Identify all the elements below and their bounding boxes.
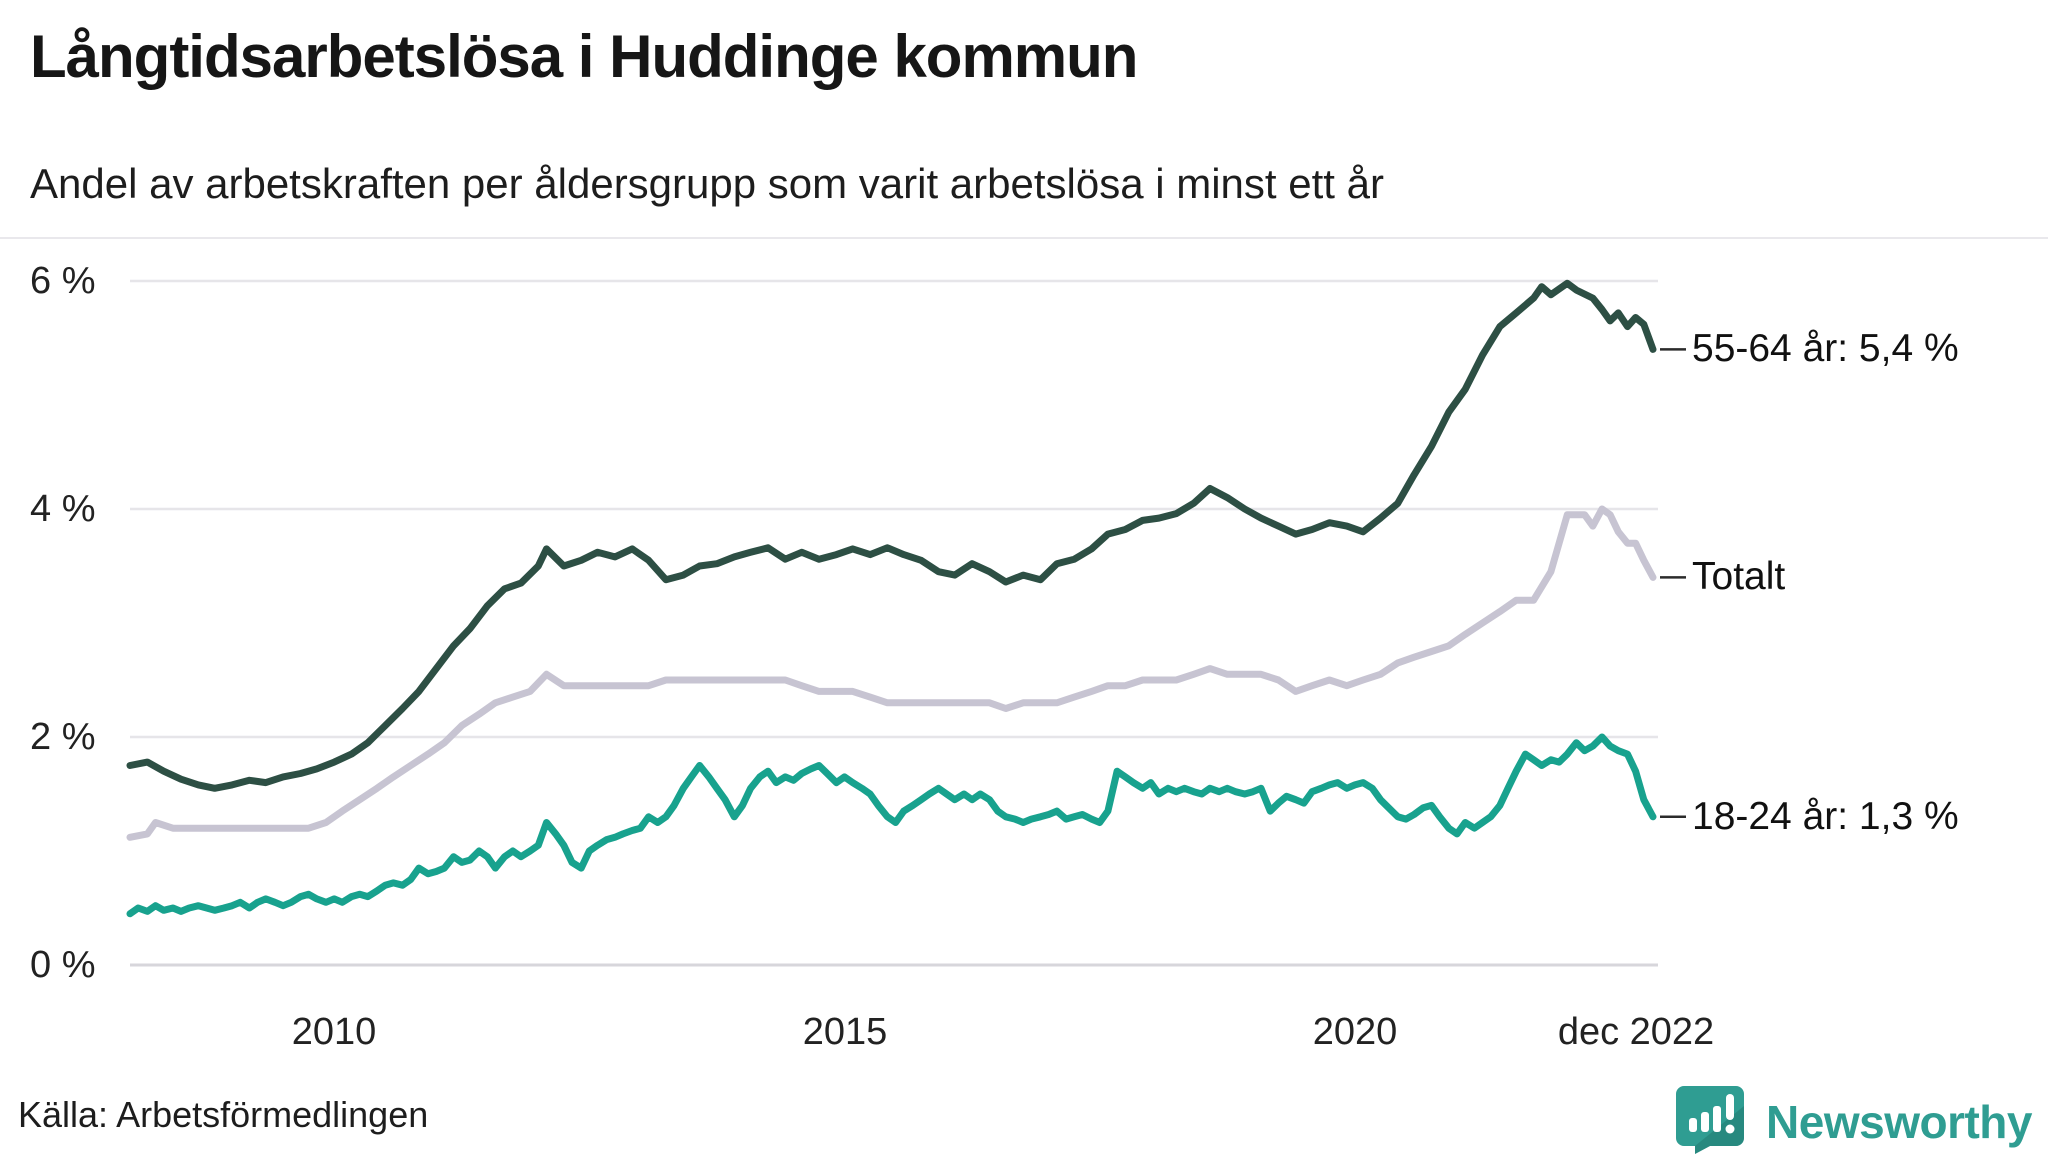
end-label-Totalt: Totalt [1692,555,1786,599]
y-tick-label-2: 2 % [30,716,96,758]
x-tick-label-dec-2022: dec 2022 [1557,1011,1715,1053]
header-divider [0,237,2048,239]
y-tick-label-0: 0 % [30,944,96,986]
source-credit: Källa: Arbetsförmedlingen [18,1094,429,1135]
chart-title: Långtidsarbetslösa i Huddinge kommun [30,23,1138,90]
y-tick-label-4: 4 % [30,488,96,530]
y-tick-label-6: 6 % [30,260,96,302]
chart-subtitle: Andel av arbetskraften per åldersgrupp s… [30,160,1384,207]
x-tick-label-2015: 2015 [802,1011,888,1053]
series-line-Totalt [126,505,1657,841]
newsworthy-icon [1676,1084,1752,1159]
newsworthy-wordmark: Newsworthy [1766,1095,2032,1148]
newsworthy-logo: Newsworthy [1676,1084,2032,1159]
series-line-18-24år [126,733,1657,918]
x-tick-label-2020: 2020 [1312,1011,1398,1053]
series-line-55-64år [126,279,1657,792]
x-tick-label-2010: 2010 [291,1011,377,1053]
end-label-18-24år: 18-24 år: 1,3 % [1692,794,1959,838]
end-label-55-64år: 55-64 år: 5,4 % [1692,327,1959,371]
